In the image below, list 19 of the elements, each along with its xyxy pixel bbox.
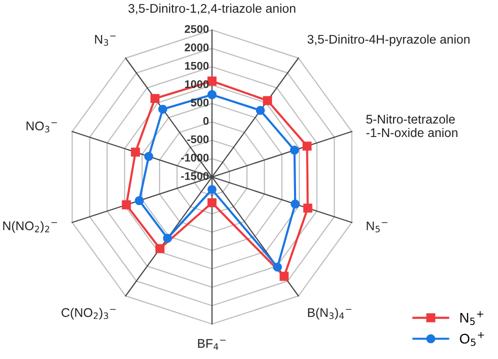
spoke-label: 5-Nitro-tetrazole -1-N-oxide anion bbox=[366, 114, 458, 138]
y-tick-label: -1500 bbox=[181, 172, 209, 180]
y-tick-label: 500 bbox=[190, 98, 209, 106]
y-tick-label: 1500 bbox=[185, 62, 209, 70]
y-tick-label: -500 bbox=[187, 135, 209, 144]
spoke-label: B(N$_{3}$)$_{4}$$^{−}$ bbox=[308, 308, 352, 320]
spoke-label: BF$_{4}$$^{−}$ bbox=[198, 339, 226, 350]
spoke-label: N$_{3}$$^{−}$ bbox=[95, 34, 116, 46]
legend-label: O$_{5}$$^{+}$ bbox=[460, 332, 484, 346]
spoke-label: C(NO$_{2}$)$_{3}$$^{−}$ bbox=[62, 308, 116, 320]
y-tick-label: 0 bbox=[203, 116, 209, 125]
spoke-label: NO$_{3}$$^{−}$ bbox=[26, 122, 57, 132]
spoke-label: N(NO$_{2}$)$_{2}$$^{−}$ bbox=[3, 221, 57, 233]
spoke-label: 3,5-Dinitro-4H-pyrazole anion bbox=[308, 34, 470, 46]
spoke-label: N$_{5}$$^{−}$ bbox=[366, 222, 388, 232]
spoke-label: 3,5-Dinitro-1,2,4-triazole anion bbox=[128, 4, 296, 14]
legend-label: N$_{5}$$^{+}$ bbox=[460, 311, 484, 325]
y-tick-label: 2000 bbox=[184, 43, 209, 52]
y-tick-label: 2500 bbox=[184, 25, 209, 33]
